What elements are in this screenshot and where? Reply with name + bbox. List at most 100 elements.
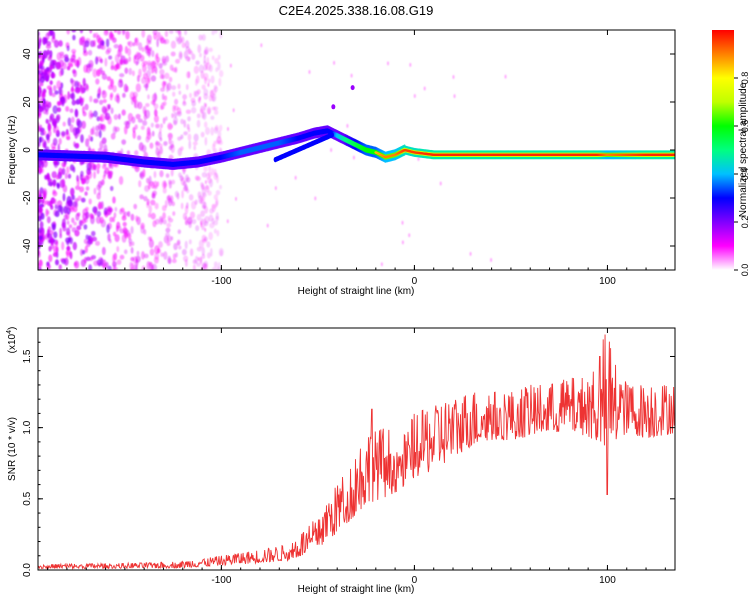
noise-blob: [83, 238, 88, 244]
noise-blob: [133, 203, 138, 210]
noise-blob: [193, 90, 197, 98]
noise-blob: [72, 201, 78, 208]
noise-blob: [39, 55, 43, 61]
spectrogram-ylabel: Frequency (Hz): [7, 116, 18, 185]
noise-blob: [147, 76, 152, 83]
noise-blob: [40, 227, 45, 237]
noise-blob: [88, 264, 93, 270]
noise-blob: [85, 186, 90, 191]
noise-blob: [401, 240, 404, 245]
ridge-track: [38, 125, 675, 171]
noise-blob: [71, 30, 77, 33]
noise-blob: [138, 142, 144, 151]
noise-blob: [201, 84, 206, 90]
noise-blob: [128, 56, 132, 62]
noise-blob: [211, 55, 215, 61]
noise-blob: [142, 72, 148, 80]
noise-blob: [182, 101, 187, 107]
noise-blob: [150, 100, 155, 105]
noise-blob: [51, 120, 57, 125]
noise-blob: [50, 237, 54, 246]
noise-blob: [135, 83, 141, 93]
noise-blob: [155, 123, 160, 129]
noise-blob: [38, 136, 42, 144]
noise-blob: [61, 161, 66, 168]
noise-blob: [42, 159, 48, 168]
noise-blob: [146, 60, 152, 66]
noise-blob: [187, 56, 191, 62]
noise-blob: [149, 142, 154, 149]
noise-blob: [98, 257, 103, 262]
noise-blob: [105, 38, 110, 48]
noise-blob: [69, 187, 75, 196]
noise-blob: [50, 59, 55, 66]
noise-blob: [84, 245, 89, 254]
colorbar-tick-label: 0.8: [740, 72, 750, 85]
noise-blob: [214, 124, 219, 132]
noise-blob: [40, 131, 45, 136]
noise-blob: [199, 108, 204, 114]
noise-blob: [164, 30, 169, 38]
noise-blob: [127, 210, 131, 217]
noise-blob: [219, 124, 223, 132]
noise-blob: [38, 142, 41, 147]
noise-blob: [49, 30, 54, 37]
noise-blob: [150, 75, 157, 82]
noise-blob: [75, 142, 80, 149]
noise-blob: [127, 47, 132, 57]
noise-blob: [84, 191, 88, 196]
noise-blob: [204, 180, 207, 185]
noise-blob: [119, 228, 125, 234]
noise-blob: [49, 113, 55, 121]
noise-blob: [196, 89, 201, 95]
colorbar-tick-label: 0.2: [740, 216, 750, 229]
noise-blob: [38, 167, 44, 174]
noise-blob: [185, 46, 191, 52]
noise-blob: [89, 40, 95, 48]
noise-blob: [178, 172, 182, 178]
noise-blob: [139, 172, 143, 178]
noise-blob: [107, 104, 111, 110]
noise-blob: [159, 69, 165, 75]
noise-blob: [175, 252, 178, 258]
noise-blob: [203, 49, 207, 58]
noise-blob: [73, 206, 78, 213]
noise-blob: [66, 45, 70, 52]
noise-blob: [42, 36, 47, 46]
noise-blob: [59, 227, 62, 236]
noise-blob: [176, 37, 183, 45]
noise-blob: [157, 248, 162, 254]
noise-blob: [185, 84, 189, 91]
noise-blob: [75, 127, 80, 135]
noise-blob: [46, 49, 50, 56]
noise-blob: [417, 156, 420, 161]
noise-blob: [490, 258, 493, 263]
noise-blob: [63, 54, 69, 59]
noise-blob: [101, 40, 105, 46]
noise-blob: [195, 75, 200, 84]
noise-blob: [58, 167, 63, 177]
noise-blob: [210, 126, 215, 136]
noise-blob: [101, 105, 107, 114]
noise-blob: [140, 222, 145, 230]
noise-blob: [159, 170, 164, 178]
noise-blob: [168, 138, 172, 145]
noise-blob: [69, 237, 74, 245]
noise-blob: [201, 253, 206, 260]
noise-blob: [110, 107, 114, 115]
noise-blob: [54, 204, 58, 210]
noise-blob: [203, 236, 209, 242]
noise-blob: [69, 108, 74, 114]
noise-blob: [161, 55, 167, 63]
noise-blob: [143, 195, 148, 202]
noise-blob: [39, 206, 43, 214]
noise-blob: [53, 244, 59, 254]
noise-blob: [135, 113, 141, 120]
noise-blob: [215, 189, 221, 196]
noise-blob: [85, 138, 90, 147]
noise-blob: [93, 171, 96, 179]
noise-blob: [61, 241, 65, 251]
noise-blob: [155, 52, 159, 59]
noise-blob: [150, 122, 154, 128]
noise-blob: [66, 166, 70, 174]
